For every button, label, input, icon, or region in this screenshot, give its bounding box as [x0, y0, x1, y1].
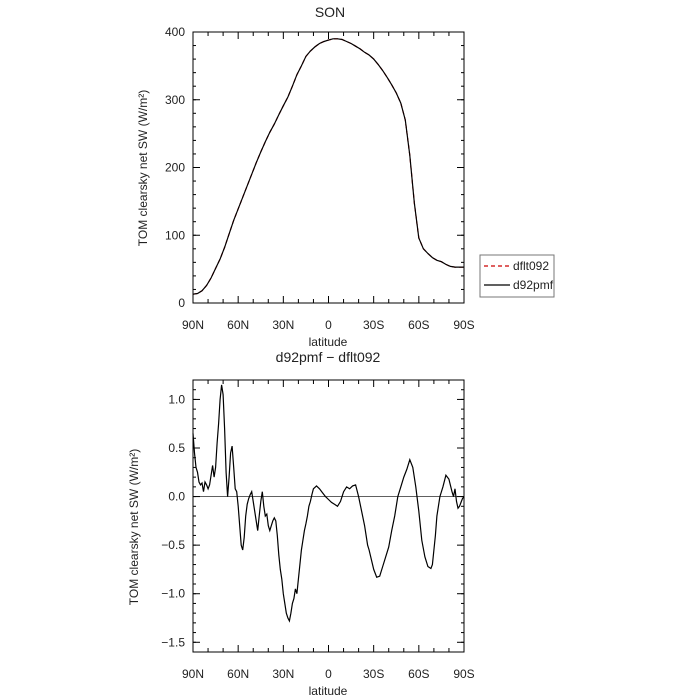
plot-frame — [192, 379, 465, 653]
y-tick-label: −1.5 — [161, 635, 185, 649]
panel-title: SON — [315, 4, 345, 20]
x-tick-label: 30N — [272, 318, 294, 332]
y-tick-label: −1.0 — [161, 587, 185, 601]
y-tick-label: 0.0 — [168, 490, 185, 504]
plot-area-son: 90N 60N 30N 0 30S 60S 90S 0 100 200 300 400 — [165, 25, 475, 332]
x-tick-label: 60S — [408, 667, 429, 681]
series-line-d92pmf — [192, 38, 464, 295]
x-axis-label: latitude — [309, 335, 348, 349]
legend-box — [479, 254, 555, 298]
legend-label-d92pmf: d92pmf — [513, 278, 554, 292]
x-tick-label: 30N — [272, 667, 294, 681]
plot-frame — [192, 31, 465, 304]
series-line-dflt092 — [192, 38, 464, 295]
x-tick-label: 90N — [182, 318, 204, 332]
y-tick-label: 1.0 — [168, 392, 185, 406]
plot-area-difference: 90N 60N 30N 0 30S 60S 90S −1.5 −1.0 −0.5 0.0 0.5 1.0 — [161, 379, 475, 681]
y-tick-label: 300 — [165, 93, 185, 107]
x-tick-label: 60N — [227, 667, 249, 681]
x-tick-label: 90N — [182, 667, 204, 681]
x-tick-label: 0 — [325, 667, 332, 681]
y-tick-label: 400 — [165, 25, 185, 39]
difference-panel: d92pmf − dflt092 90N 60N 30N 0 30S 60S 90S −1.5… — [127, 349, 475, 698]
x-tick-label: 30S — [363, 318, 384, 332]
legend-label-dflt092: dflt092 — [513, 259, 549, 273]
x-tick-label: 60N — [227, 318, 249, 332]
series-line-difference — [192, 384, 465, 623]
y-tick-label: 200 — [165, 161, 185, 175]
y-tick-label: 0.5 — [168, 441, 185, 455]
y-axis-label: TOM clearsky net SW (W/m²) — [127, 449, 141, 605]
legend: dflt092 d92pmf — [479, 254, 555, 298]
y-tick-label: 0 — [178, 296, 185, 310]
y-tick-label: 100 — [165, 228, 185, 242]
son-panel: SON 90N 60N 30N 0 30S 60S 90S 0 100 200 300 400 lat… — [136, 4, 475, 349]
x-tick-label: 90S — [453, 667, 474, 681]
x-tick-label: 60S — [408, 318, 429, 332]
y-axis-label: TOM clearsky net SW (W/m²) — [136, 90, 150, 246]
x-tick-label: 30S — [363, 667, 384, 681]
x-axis-label: latitude — [309, 684, 348, 698]
panel-title: d92pmf − dflt092 — [276, 349, 381, 365]
x-tick-label: 90S — [453, 318, 474, 332]
x-tick-label: 0 — [325, 318, 332, 332]
y-tick-label: −0.5 — [161, 538, 185, 552]
